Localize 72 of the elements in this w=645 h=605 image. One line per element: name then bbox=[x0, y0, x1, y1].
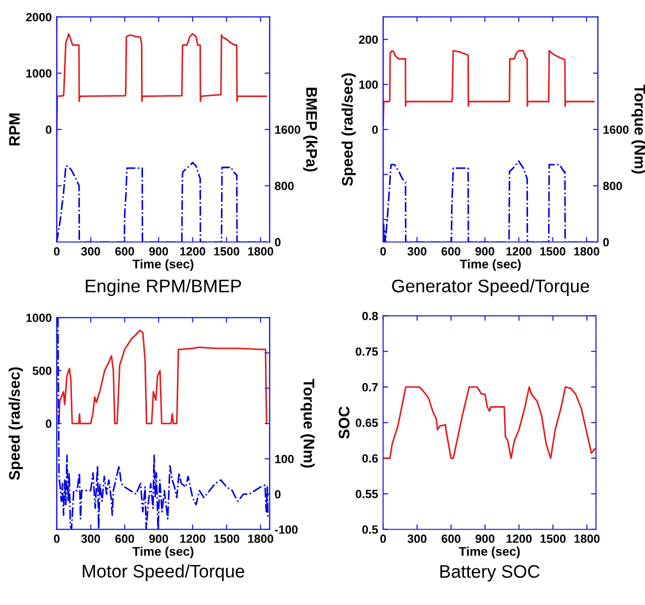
y-tick-label: 0.6 bbox=[362, 454, 378, 463]
x-tick-label: 1200 bbox=[506, 247, 532, 256]
y2-axis-title: Torque (Nm) bbox=[300, 378, 315, 468]
y-tick-label: 0.8 bbox=[362, 312, 378, 320]
x-tick-label: 900 bbox=[475, 247, 494, 256]
line-series bbox=[57, 318, 269, 530]
x-tick-label: 900 bbox=[149, 534, 168, 543]
y2-tick-label: 1600 bbox=[604, 126, 629, 134]
x-tick-label: 600 bbox=[115, 534, 134, 543]
x-tick-label: 1200 bbox=[180, 247, 206, 256]
y2-tick-label: 100 bbox=[275, 454, 294, 464]
y-tick-label: 2000 bbox=[26, 12, 52, 22]
y2-tick-label: 800 bbox=[603, 182, 622, 190]
text: Generator Speed/Torque bbox=[392, 279, 590, 296]
x-tick-label: 0 bbox=[54, 247, 60, 256]
x-axis-title: Time (sec) bbox=[132, 259, 194, 271]
x-tick-label: 1200 bbox=[180, 534, 206, 543]
x-tick-label: 1500 bbox=[214, 247, 240, 256]
y-tick-label: 100 bbox=[359, 80, 378, 89]
line-series bbox=[56, 162, 268, 242]
y2-tick-label: -100 bbox=[274, 525, 298, 534]
y-axis-title: Speed (rad/sec) bbox=[8, 367, 23, 480]
x-tick-label: 900 bbox=[476, 534, 494, 543]
x-tick-label: 300 bbox=[407, 247, 426, 256]
y-tick-label: 0.7 bbox=[362, 383, 378, 392]
line-series bbox=[383, 386, 596, 459]
y-tick-label: 0.65 bbox=[356, 418, 378, 427]
x-tick-label: 0 bbox=[54, 534, 60, 543]
y2-tick-label: 0 bbox=[274, 238, 281, 246]
x-tick-label: 1800 bbox=[574, 534, 600, 543]
x-tick-label: 300 bbox=[408, 534, 426, 543]
text: Motor Speed/Torque bbox=[82, 564, 244, 582]
y-tick-label: 0 bbox=[46, 126, 52, 134]
line-series bbox=[383, 50, 595, 126]
x-axis-title: Time (sec) bbox=[458, 546, 520, 558]
x-axis-title: Time (sec) bbox=[460, 259, 521, 271]
y-axis-title: SOC bbox=[338, 406, 350, 439]
y-tick-label: 200 bbox=[358, 35, 378, 44]
y-tick-label: 0.5 bbox=[362, 525, 378, 534]
x-tick-label: 1500 bbox=[540, 247, 566, 256]
x-tick-label: 1500 bbox=[214, 534, 240, 543]
text: Engine RPM/BMEP bbox=[86, 279, 242, 296]
x-tick-label: 1200 bbox=[506, 534, 532, 543]
y-tick-label: 0.55 bbox=[356, 490, 378, 498]
x-tick-label: 300 bbox=[81, 534, 100, 543]
y-tick-label: 0 bbox=[372, 126, 378, 134]
x-tick-label: 1800 bbox=[248, 534, 274, 543]
y2-tick-label: 800 bbox=[274, 182, 294, 190]
y-tick-label: 500 bbox=[32, 366, 52, 375]
x-tick-label: 600 bbox=[442, 534, 460, 543]
y2-tick-label: 0 bbox=[603, 238, 609, 246]
x-tick-label: 900 bbox=[149, 247, 168, 256]
x-tick-label: 600 bbox=[115, 247, 134, 256]
x-tick-label: 0 bbox=[380, 247, 386, 256]
x-tick-label: 300 bbox=[81, 247, 100, 256]
text: Battery SOC bbox=[440, 565, 540, 582]
y2-tick-label: 1600 bbox=[275, 126, 300, 134]
y-tick-label: 1000 bbox=[26, 69, 52, 78]
x-axis-title: Time (sec) bbox=[132, 546, 194, 558]
y-axis-title: Speed (rad/sec) bbox=[342, 73, 356, 186]
line-series bbox=[58, 330, 268, 424]
y-tick-label: 0 bbox=[46, 420, 52, 428]
x-tick-label: 0 bbox=[380, 534, 386, 543]
x-tick-label: 1800 bbox=[248, 247, 274, 256]
x-tick-label: 1500 bbox=[540, 534, 566, 543]
x-tick-label: 1800 bbox=[574, 247, 600, 256]
y-axis-title: RPM bbox=[9, 114, 20, 146]
y2-axis-title: BMEP (kPa) bbox=[303, 88, 318, 172]
y-tick-label: 0.75 bbox=[356, 347, 378, 356]
y2-tick-label: 0 bbox=[274, 490, 281, 498]
x-tick-label: 600 bbox=[442, 247, 460, 256]
y-tick-label: 1000 bbox=[26, 314, 52, 322]
